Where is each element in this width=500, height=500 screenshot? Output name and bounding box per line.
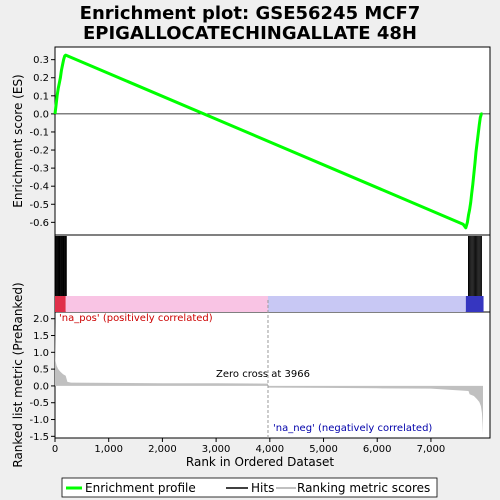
x-tick-label: 2,000 <box>148 444 177 455</box>
metric-y-tick-label: -0.5 <box>29 398 49 409</box>
es-y-tick-label: -0.4 <box>29 182 49 193</box>
rank-color-segment <box>65 296 268 312</box>
metric-y-tick-label: 0.5 <box>33 365 49 376</box>
rank-color-segment <box>267 296 466 312</box>
metric-y-tick-label: 2.0 <box>33 314 49 325</box>
rank-color-segment <box>465 296 484 312</box>
es-y-tick-label: 0.3 <box>33 55 49 66</box>
es-y-tick-label: 0.1 <box>33 91 49 102</box>
x-tick-label: 6,000 <box>363 444 392 455</box>
x-tick-label: 1,000 <box>94 444 123 455</box>
es-y-tick-label: -0.3 <box>29 164 49 175</box>
legend-hits-label: Hits <box>251 481 274 495</box>
x-tick-label: 4,000 <box>255 444 284 455</box>
x-axis-label: Rank in Ordered Dataset <box>186 455 334 469</box>
metric-axis-label: Ranked list metric (PreRanked) <box>11 282 25 467</box>
x-tick-label: 5,000 <box>309 444 338 455</box>
hits-layer <box>54 236 484 312</box>
positive-correlation-annotation: 'na_pos' (positively correlated) <box>59 313 213 324</box>
x-tick-label: 0 <box>52 444 58 455</box>
legend-box <box>61 477 438 498</box>
metric-y-tick-label: -1.5 <box>29 432 49 443</box>
rank-color-segment <box>55 296 66 312</box>
es-y-tick-label: 0.0 <box>33 109 49 120</box>
metric-y-tick-label: 1.0 <box>33 348 49 359</box>
x-axis: 0 1,000 2,000 3,000 4,000 5,000 6,000 7,000 <box>52 438 445 455</box>
es-layer: 0.3 0.2 0.1 0.0 -0.1 -0.2 -0.3 -0.4 -0.5 -0.6 <box>29 53 490 230</box>
metric-y-tick-label: 1.5 <box>33 331 49 342</box>
negative-correlation-annotation: 'na_neg' (negatively correlated) <box>273 423 432 434</box>
es-y-tick-label: -0.2 <box>29 146 49 157</box>
legend-metric-label: Ranking metric scores <box>297 481 430 495</box>
x-tick-label: 7,000 <box>417 444 446 455</box>
metric-y-tick-label: 0.0 <box>33 381 49 392</box>
legend-enrichment-label: Enrichment profile <box>85 481 196 495</box>
es-y-tick-label: -0.6 <box>29 218 49 229</box>
es-y-tick-label: -0.5 <box>29 200 49 211</box>
es-y-tick-label: 0.2 <box>33 73 49 84</box>
chart-title-line-1: Enrichment plot: GSE56245 MCF7 <box>80 3 421 24</box>
metric-layer: 2.0 1.5 1.0 0.5 0.0 -0.5 -1.0 -1.5 'na_pos' (pos… <box>29 300 483 443</box>
x-tick-label: 3,000 <box>202 444 231 455</box>
enrichment-profile-line <box>53 53 483 230</box>
chart-title-line-2: EPIGALLOCATECHINGALLATE 48H <box>83 23 417 44</box>
es-y-tick-label: -0.1 <box>29 127 49 138</box>
zero-cross-annotation: Zero cross at 3966 <box>216 369 310 380</box>
metric-y-tick-label: -1.0 <box>29 415 49 426</box>
es-axis-label: Enrichment score (ES) <box>11 74 25 207</box>
